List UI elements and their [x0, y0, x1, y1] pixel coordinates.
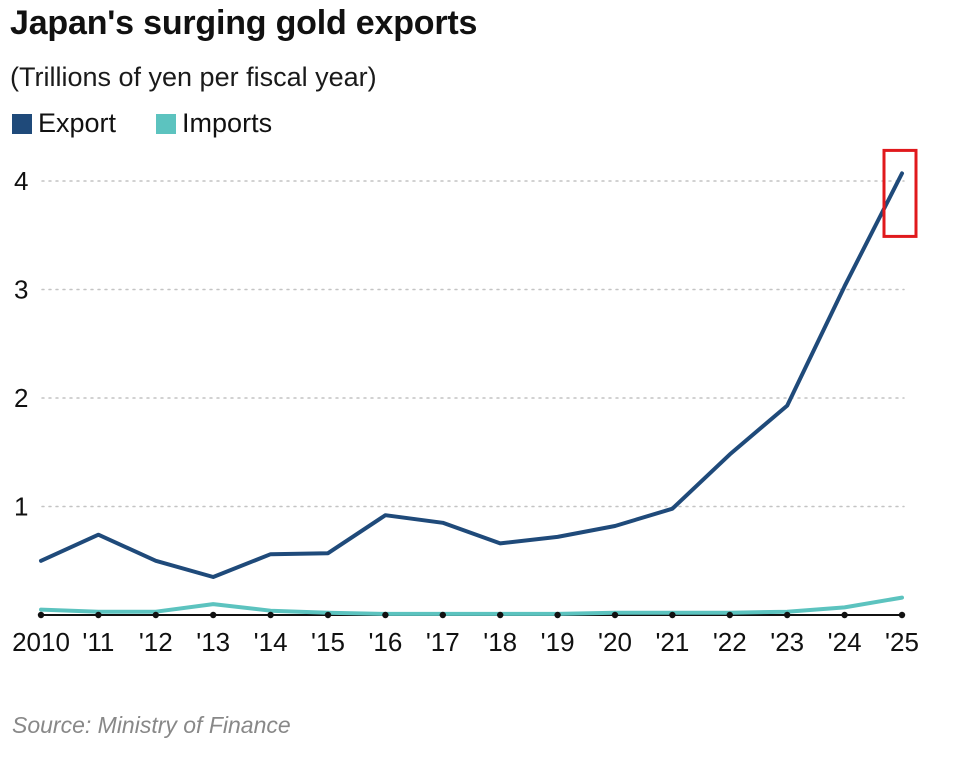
x-tick-mark [669, 611, 676, 619]
legend-swatch-imports [156, 113, 177, 134]
x-tick-mark [497, 611, 504, 619]
highlight-box [882, 148, 918, 238]
x-tick-label: '19 [541, 627, 575, 657]
x-tick-label: '24 [828, 627, 862, 657]
x-tick-label: '15 [311, 627, 345, 657]
x-tick-label: '25 [885, 627, 919, 657]
x-tick-label: '12 [139, 627, 173, 657]
series-line-export [39, 171, 904, 579]
x-tick-label: '17 [426, 627, 460, 657]
x-tick-mark [611, 611, 619, 619]
chart-title: Japan's surging gold exports [10, 4, 478, 42]
y-tick-label: 3 [14, 275, 28, 305]
x-tick-mark [382, 611, 389, 619]
legend-label-export: Export [38, 108, 117, 138]
x-tick-mark [554, 611, 561, 619]
legend-swatch-export [12, 113, 32, 134]
x-tick-mark [898, 611, 906, 619]
x-tick-mark [726, 611, 733, 619]
source-note: Source: Ministry of Finance [12, 712, 291, 738]
series-line-imports [39, 595, 904, 616]
x-tick-label: '13 [196, 627, 230, 657]
legend: Export Imports [12, 108, 312, 139]
x-tick-mark [324, 611, 332, 619]
x-tick-label: '21 [655, 627, 689, 657]
x-tick-mark [95, 611, 102, 619]
y-tick-label: 2 [14, 383, 28, 413]
x-tick-mark [267, 611, 274, 619]
x-tick-mark [152, 611, 159, 619]
x-tick-label: '23 [770, 627, 804, 657]
x-tick-label: '16 [368, 627, 402, 657]
chart-subtitle: (Trillions of yen per fiscal year) [10, 62, 377, 92]
x-tick-mark [841, 611, 848, 619]
x-tick-mark [439, 611, 446, 619]
x-tick-mark [37, 611, 45, 619]
x-tick-label: 2010 [12, 627, 70, 657]
x-tick-label: '18 [483, 627, 517, 657]
legend-label-imports: Imports [182, 108, 273, 138]
y-tick-label: 4 [14, 166, 28, 196]
y-tick-label: 1 [14, 492, 28, 522]
x-tick-label: '14 [254, 627, 288, 657]
x-tick-mark [210, 611, 217, 619]
x-tick-mark [784, 611, 791, 619]
x-tick-label: '22 [713, 627, 747, 657]
x-tick-label: '11 [82, 627, 114, 657]
legend-item-export: Export [12, 108, 116, 139]
legend-item-imports: Imports [156, 108, 272, 139]
x-tick-label: '20 [598, 627, 632, 657]
